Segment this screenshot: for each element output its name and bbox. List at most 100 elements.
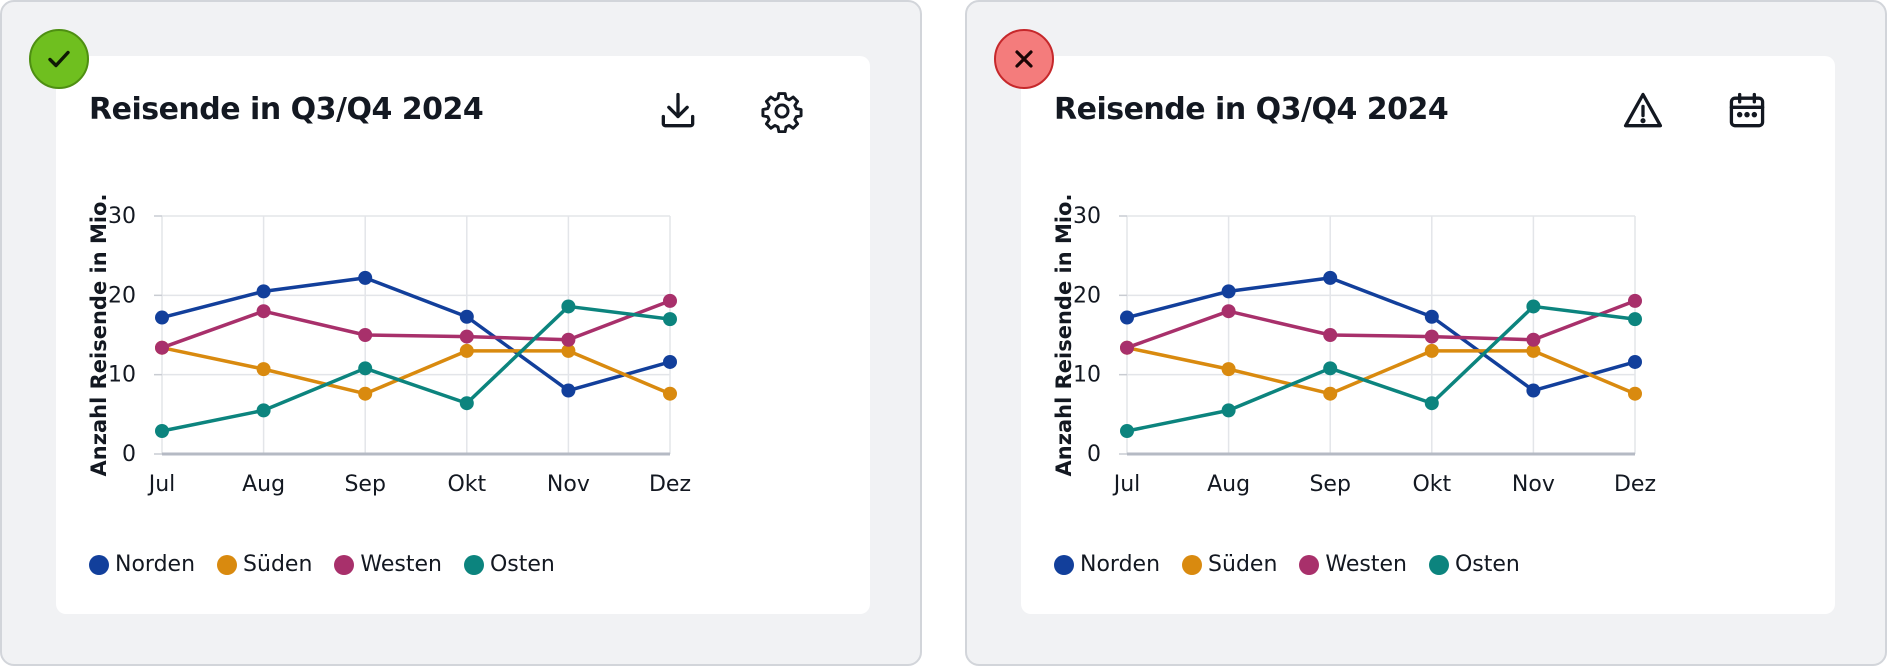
x-tick-label: Jul	[147, 472, 176, 497]
data-point-westen	[1628, 293, 1642, 308]
x-tick-label: Aug	[1207, 472, 1250, 497]
data-point-norden	[1221, 284, 1236, 299]
data-point-osten	[1120, 423, 1134, 438]
y-tick-label: 10	[108, 363, 136, 388]
data-point-norden	[1526, 383, 1541, 398]
x-tick-label: Dez	[1614, 472, 1656, 497]
x-tick-label: Aug	[242, 472, 285, 497]
data-point-süden	[561, 343, 576, 358]
legend-label: Süden	[243, 552, 313, 577]
data-point-norden	[256, 284, 271, 299]
panel-incorrect: Reisende in Q3/Q4 2024 0 10 20 30 Jul Aug Sep O…	[965, 0, 1887, 666]
calendar-icon[interactable]	[1722, 86, 1772, 136]
x-tick-label: Dez	[649, 472, 691, 497]
data-point-osten	[1221, 403, 1236, 418]
legend-item: Osten	[463, 552, 555, 577]
x-tick-label: Okt	[1412, 472, 1451, 497]
x-tick-label: Sep	[1309, 472, 1350, 497]
legend-swatch	[1299, 554, 1320, 575]
data-point-norden	[358, 270, 373, 285]
series-line-norden	[161, 276, 671, 393]
data-point-süden	[1628, 386, 1642, 401]
series-line-norden	[1126, 276, 1636, 393]
data-point-osten	[1424, 396, 1439, 411]
data-point-süden	[1424, 343, 1439, 358]
data-point-osten	[561, 299, 576, 314]
series-line-westen	[161, 299, 671, 350]
panel-correct: Reisende in Q3/Q4 2024 0 10 20 30 Jul Aug Sep O…	[0, 0, 922, 666]
y-tick-label: 10	[1073, 363, 1101, 388]
legend-label: Westen	[360, 552, 442, 577]
legend: Norden Süden Westen Osten	[1054, 552, 1520, 577]
gear-icon[interactable]	[757, 86, 807, 136]
data-point-süden	[459, 343, 474, 358]
legend-item: Süden	[217, 552, 312, 577]
data-point-westen	[561, 332, 576, 347]
data-point-süden	[1323, 386, 1338, 401]
y-tick-label: 0	[122, 442, 136, 467]
data-point-westen	[663, 293, 677, 308]
series-line-osten	[1126, 304, 1636, 433]
legend-item: Westen	[1299, 552, 1407, 577]
data-point-norden	[1120, 310, 1134, 325]
data-point-westen	[1323, 328, 1338, 342]
legend-item: Osten	[1428, 552, 1520, 577]
data-point-süden	[1221, 362, 1236, 377]
status-badge-incorrect	[994, 29, 1054, 89]
legend-label: Osten	[489, 552, 555, 577]
data-point-norden	[1323, 270, 1338, 285]
legend-item: Norden	[1054, 552, 1160, 577]
legend-label: Westen	[1325, 552, 1407, 577]
data-point-osten	[1526, 299, 1541, 314]
data-point-westen	[358, 328, 373, 342]
data-point-norden	[1424, 309, 1439, 324]
data-point-westen	[1424, 329, 1439, 344]
data-point-osten	[155, 423, 169, 438]
y-tick-label: 30	[108, 204, 136, 229]
series-line-westen	[1126, 299, 1636, 350]
chart-title: Reisende in Q3/Q4 2024	[1054, 92, 1449, 127]
legend-swatch	[1054, 554, 1074, 575]
y-tick-label: 20	[108, 283, 136, 308]
data-point-osten	[256, 403, 271, 418]
warning-icon[interactable]	[1618, 86, 1668, 136]
legend-swatch	[334, 554, 355, 575]
data-point-westen	[1221, 304, 1236, 319]
chart-card: Reisende in Q3/Q4 2024 0 10 20 30 Jul Aug Sep O…	[1021, 56, 1835, 614]
download-icon[interactable]	[653, 86, 703, 136]
data-point-westen	[256, 304, 271, 319]
x-tick-label: Sep	[344, 472, 385, 497]
x-tick-label: Jul	[1112, 472, 1141, 497]
data-point-norden	[155, 310, 169, 325]
legend-item: Norden	[89, 552, 195, 577]
legend-label: Süden	[1208, 552, 1278, 577]
x-tick-label: Nov	[1512, 472, 1555, 497]
data-point-osten	[1323, 361, 1338, 376]
series-line-süden	[1126, 345, 1636, 396]
data-point-westen	[155, 340, 169, 355]
legend-item: Süden	[1182, 552, 1277, 577]
data-point-norden	[561, 383, 576, 398]
legend-swatch	[463, 554, 484, 575]
x-tick-label: Okt	[447, 472, 486, 497]
legend-swatch	[217, 554, 238, 575]
data-point-osten	[1628, 312, 1642, 327]
data-point-süden	[256, 362, 271, 377]
y-tick-label: 30	[1073, 204, 1101, 229]
data-point-süden	[358, 386, 373, 401]
data-point-westen	[1120, 340, 1134, 355]
data-point-osten	[663, 312, 677, 327]
y-axis-label: Anzahl Reisende in Mio.	[87, 194, 111, 477]
series-line-osten	[161, 304, 671, 433]
data-point-norden	[459, 309, 474, 324]
data-point-westen	[459, 329, 474, 344]
x-tick-label: Nov	[547, 472, 590, 497]
status-badge-correct	[29, 29, 89, 89]
legend-label: Osten	[1454, 552, 1520, 577]
legend-swatch	[1182, 554, 1203, 575]
close-icon	[1015, 50, 1033, 68]
line-chart: 0 10 20 30 Jul Aug Sep Okt Nov Dez Anzahl Reisende…	[87, 194, 691, 497]
y-tick-label: 20	[1073, 283, 1101, 308]
legend-swatch	[89, 554, 109, 575]
legend: Norden Süden Westen Osten	[89, 552, 555, 577]
